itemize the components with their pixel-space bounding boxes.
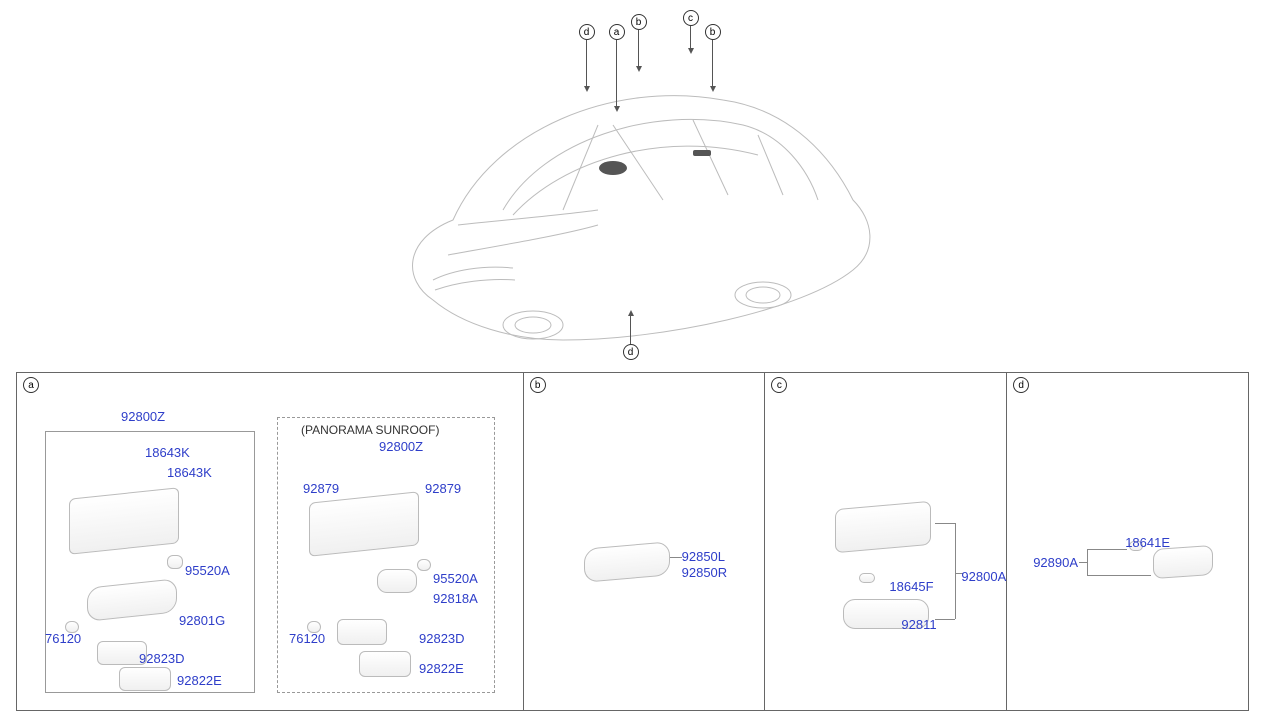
part-92800A[interactable]: 92800A [961, 569, 1006, 584]
panel-c: c 18645F 92800A 92811 [765, 372, 1007, 711]
overview-section: d a b c b d [0, 0, 1265, 366]
callout-b-2: b [705, 24, 721, 92]
shape-vanity [1153, 545, 1213, 579]
part-92800Z-left[interactable]: 92800Z [121, 409, 165, 424]
part-18641E[interactable]: 18641E [1125, 535, 1170, 550]
part-92823D-l[interactable]: 92823D [139, 651, 185, 666]
part-92850L[interactable]: 92850L [682, 549, 725, 564]
part-92850R[interactable]: 92850R [682, 565, 728, 580]
shape-switch-right [377, 569, 417, 593]
part-92879-2[interactable]: 92879 [425, 481, 461, 496]
leader [1079, 562, 1087, 563]
callout-stem [616, 40, 617, 106]
shape-clip-right [417, 559, 431, 571]
callout-circle: b [631, 14, 647, 30]
panel-label: a [23, 377, 39, 393]
shape-cover2-right [359, 651, 411, 677]
callout-circle: c [683, 10, 699, 26]
shape-console-left [69, 487, 179, 555]
callout-stem [690, 26, 691, 48]
panel-label: d [1013, 377, 1029, 393]
part-92801G[interactable]: 92801G [179, 613, 225, 628]
arrowhead-icon [636, 66, 642, 72]
detail-panels: a 92800Z (PANORAMA SUNROOF) 92800Z 18643… [16, 372, 1249, 711]
callout-circle: d [579, 24, 595, 40]
leader [1087, 549, 1127, 550]
part-92822E-r[interactable]: 92822E [419, 661, 464, 676]
part-18643K-2[interactable]: 18643K [167, 465, 212, 480]
callout-c: c [683, 10, 699, 54]
part-92800Z-right[interactable]: 92800Z [379, 439, 423, 454]
arrowhead-icon [584, 86, 590, 92]
part-92890A[interactable]: 92890A [1033, 555, 1078, 570]
leader [955, 523, 956, 619]
arrowhead-icon [710, 86, 716, 92]
callout-stem [638, 30, 639, 66]
part-18645F[interactable]: 18645F [889, 579, 933, 594]
leader [1087, 575, 1151, 576]
panel-label: c [771, 377, 787, 393]
part-92811[interactable]: 92811 [901, 617, 936, 632]
panel-b: b 92850L 92850R [524, 372, 766, 711]
leader [935, 523, 955, 524]
arrowhead-icon [614, 106, 620, 112]
part-95520A-r[interactable]: 95520A [433, 571, 478, 586]
shape-cover1-right [337, 619, 387, 645]
callout-stem [630, 316, 631, 344]
part-18643K-1[interactable]: 18643K [145, 445, 190, 460]
shape-console-right [309, 491, 419, 557]
shape-rear-console [835, 501, 931, 553]
panel-d: d 92890A 18641E [1007, 372, 1249, 711]
arrowhead-icon [688, 48, 694, 54]
part-92822E-l[interactable]: 92822E [177, 673, 222, 688]
callout-stem [586, 40, 587, 86]
callout-a: a [609, 24, 625, 112]
shape-clip-left [167, 555, 183, 569]
callout-circle: b [705, 24, 721, 40]
part-95520A-l[interactable]: 95520A [185, 563, 230, 578]
shape-roomlamp [584, 541, 670, 583]
panel-a: a 92800Z (PANORAMA SUNROOF) 92800Z 18643… [16, 372, 524, 711]
callout-circle: d [623, 344, 639, 360]
callout-stem [712, 40, 713, 86]
callout-d-2: d [623, 310, 639, 360]
callout-b-1: b [631, 14, 647, 72]
part-92823D-r[interactable]: 92823D [419, 631, 465, 646]
part-92818A[interactable]: 92818A [433, 591, 478, 606]
shape-bulb [859, 573, 875, 583]
leader [935, 619, 955, 620]
car-illustration: d a b c b d [363, 10, 903, 370]
leader [1087, 549, 1088, 575]
part-76120-r[interactable]: 76120 [289, 631, 325, 646]
part-92879-1[interactable]: 92879 [303, 481, 339, 496]
note-panorama: (PANORAMA SUNROOF) [301, 423, 439, 437]
callout-d-1: d [579, 24, 595, 92]
leader [670, 557, 682, 558]
callout-circle: a [609, 24, 625, 40]
part-76120-l[interactable]: 76120 [45, 631, 81, 646]
shape-cover2-left [119, 667, 171, 691]
panel-label: b [530, 377, 546, 393]
